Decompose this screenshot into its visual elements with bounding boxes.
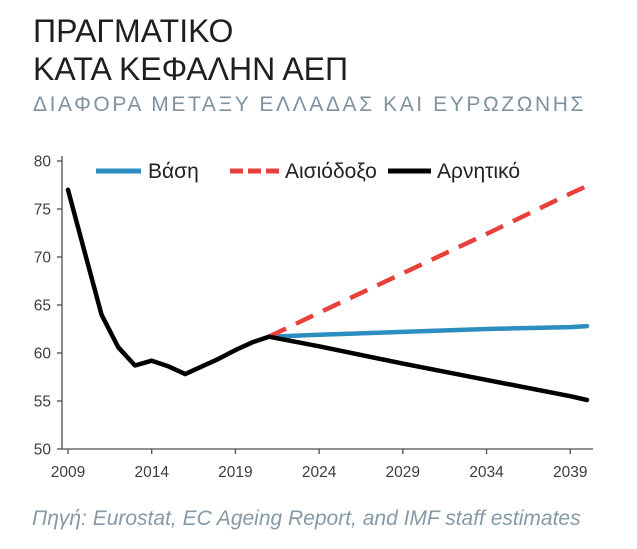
y-tick-label: 50 — [34, 442, 52, 459]
axes: 50 55 60 65 70 75 80 2009 2014 2019 2024 2029 2034 20… — [34, 154, 593, 481]
source-note: Πηγή: Eurostat, EC Ageing Report, and IM… — [32, 507, 581, 530]
legend-item-basi: Βάση — [96, 160, 199, 183]
legend-label-basi: Βάση — [148, 160, 199, 183]
x-tick-label: 2009 — [51, 464, 85, 481]
y-tick-label: 65 — [34, 298, 51, 315]
chart-subtitle: ΔΙΑΦΟΡΑ ΜΕΤΑΞΥ ΕΛΛΑΔΑΣ ΚΑΙ ΕΥΡΩΖΩΝΗΣ — [33, 93, 587, 116]
x-tick-label: 2039 — [553, 464, 587, 481]
series-line-arnitiko — [65, 187, 590, 403]
x-tick-label: 2019 — [218, 464, 252, 481]
legend: Βάση Αισιόδοξο Αρνητικό — [96, 160, 520, 183]
x-tick-label: 2034 — [469, 464, 504, 481]
y-tick-label: 80 — [34, 154, 52, 171]
x-tick-label: 2014 — [134, 464, 169, 481]
y-tick-label: 60 — [34, 346, 52, 363]
legend-label-arnitiko: Αρνητικό — [437, 160, 520, 183]
legend-item-arnitiko: Αρνητικό — [388, 160, 520, 183]
x-tick-label: 2029 — [386, 464, 420, 481]
series-line-aisiodoxo — [267, 183, 588, 339]
plot-lines — [65, 183, 590, 403]
chart-title: ΠΡΑΓΜΑΤΙΚΟ ΚΑΤΑ ΚΕΦΑΛΗΝ ΑΕΠ — [33, 13, 349, 87]
y-tick-label: 75 — [34, 202, 51, 219]
y-tick-label: 70 — [34, 250, 52, 267]
legend-label-aisiodoxo: Αισιόδοξο — [285, 160, 377, 183]
x-tick-label: 2024 — [302, 464, 337, 481]
legend-item-aisiodoxo: Αισιόδοξο — [230, 160, 377, 183]
y-tick-label: 55 — [34, 394, 51, 411]
series-line-basi — [266, 323, 590, 339]
